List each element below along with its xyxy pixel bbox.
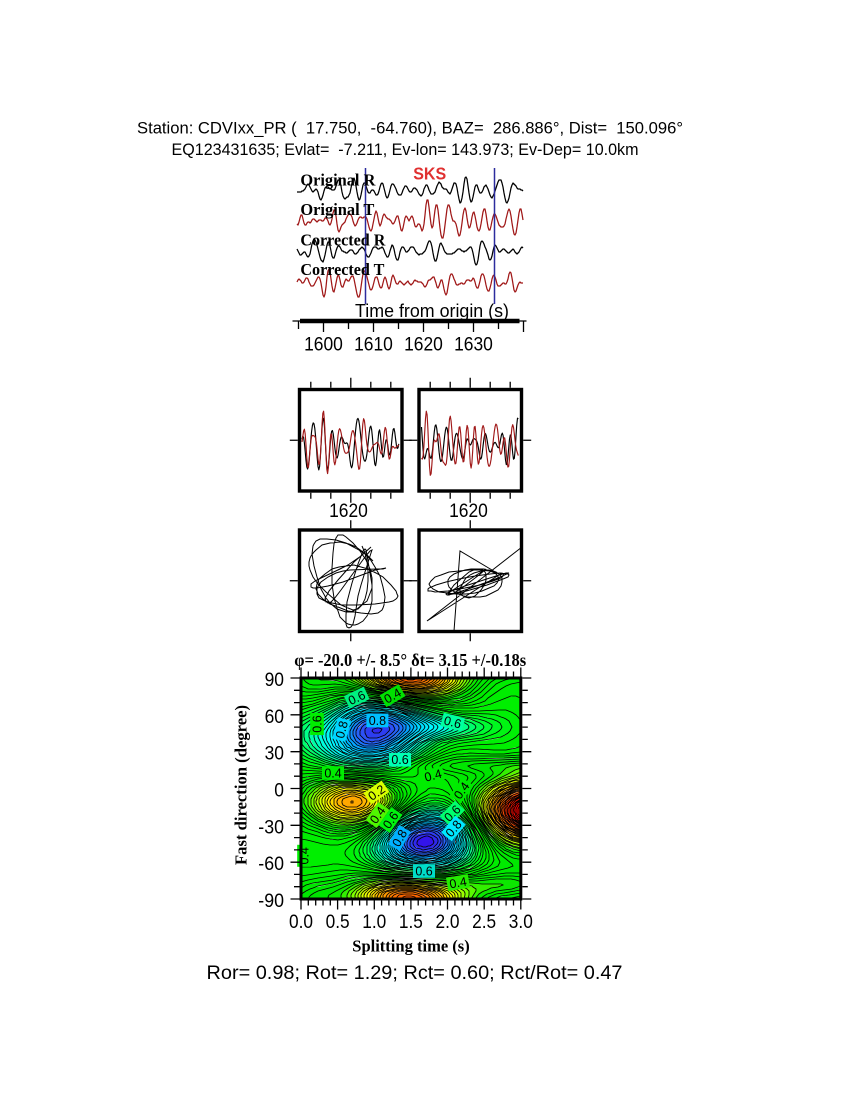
svg-text:SKS: SKS <box>413 164 446 184</box>
svg-text:1610: 1610 <box>354 335 393 356</box>
svg-text:1620: 1620 <box>404 335 443 356</box>
svg-text:Station: CDVIxx_PR ( 17.750,: Station: CDVIxx_PR ( 17.750, -64.760), B… <box>137 120 683 138</box>
svg-text:Ror= 0.98; Rot= 1.29; Rct= 0.6: Ror= 0.98; Rot= 1.29; Rct= 0.60; Rct/Rot… <box>207 962 623 984</box>
svg-text:60: 60 <box>265 707 284 728</box>
svg-text:-90: -90 <box>258 891 284 912</box>
svg-text:1.0: 1.0 <box>362 912 386 933</box>
svg-text:Original R: Original R <box>300 171 376 190</box>
svg-text:-30: -30 <box>258 817 284 838</box>
svg-text:Corrected R: Corrected R <box>300 231 386 250</box>
svg-text:Corrected T: Corrected T <box>300 260 384 279</box>
svg-text:EQ123431635; Evlat= -7.211, E: EQ123431635; Evlat= -7.211, Ev-lon= 143.… <box>172 141 639 159</box>
svg-text:0.4: 0.4 <box>448 875 468 892</box>
svg-text:0.4: 0.4 <box>324 766 341 780</box>
svg-text:30: 30 <box>265 744 284 765</box>
svg-text:0.6: 0.6 <box>310 715 324 732</box>
svg-text:0.6: 0.6 <box>442 713 462 731</box>
svg-text:0.8: 0.8 <box>369 714 386 728</box>
svg-text:1630: 1630 <box>454 335 493 356</box>
svg-text:0.4: 0.4 <box>423 767 443 785</box>
svg-text:1600: 1600 <box>304 335 343 356</box>
svg-text:0.0: 0.0 <box>289 912 313 933</box>
svg-text:φ= -20.0 +/- 8.5° δt= 3.15 +/-: φ= -20.0 +/- 8.5° δt= 3.15 +/-0.18s <box>294 650 526 670</box>
svg-text:0.8: 0.8 <box>333 719 351 739</box>
svg-text:3.0: 3.0 <box>509 912 533 933</box>
svg-text:0.5: 0.5 <box>326 912 350 933</box>
svg-text:1620: 1620 <box>449 501 488 522</box>
svg-text:2.0: 2.0 <box>436 912 460 933</box>
svg-text:1.5: 1.5 <box>399 912 423 933</box>
svg-text:1620: 1620 <box>329 501 368 522</box>
svg-text:0.6: 0.6 <box>391 753 408 767</box>
svg-text:0: 0 <box>274 781 284 802</box>
svg-text:Fast direction (degree): Fast direction (degree) <box>232 705 251 865</box>
svg-text:2.5: 2.5 <box>472 912 496 933</box>
svg-text:0.6: 0.6 <box>346 688 368 708</box>
svg-text:0.6: 0.6 <box>415 864 432 878</box>
svg-text:-60: -60 <box>258 854 284 875</box>
svg-text:Original T: Original T <box>300 200 374 219</box>
svg-text:Time from origin (s): Time from origin (s) <box>355 301 509 321</box>
svg-text:Splitting time (s): Splitting time (s) <box>352 937 470 956</box>
svg-text:90: 90 <box>265 670 284 691</box>
